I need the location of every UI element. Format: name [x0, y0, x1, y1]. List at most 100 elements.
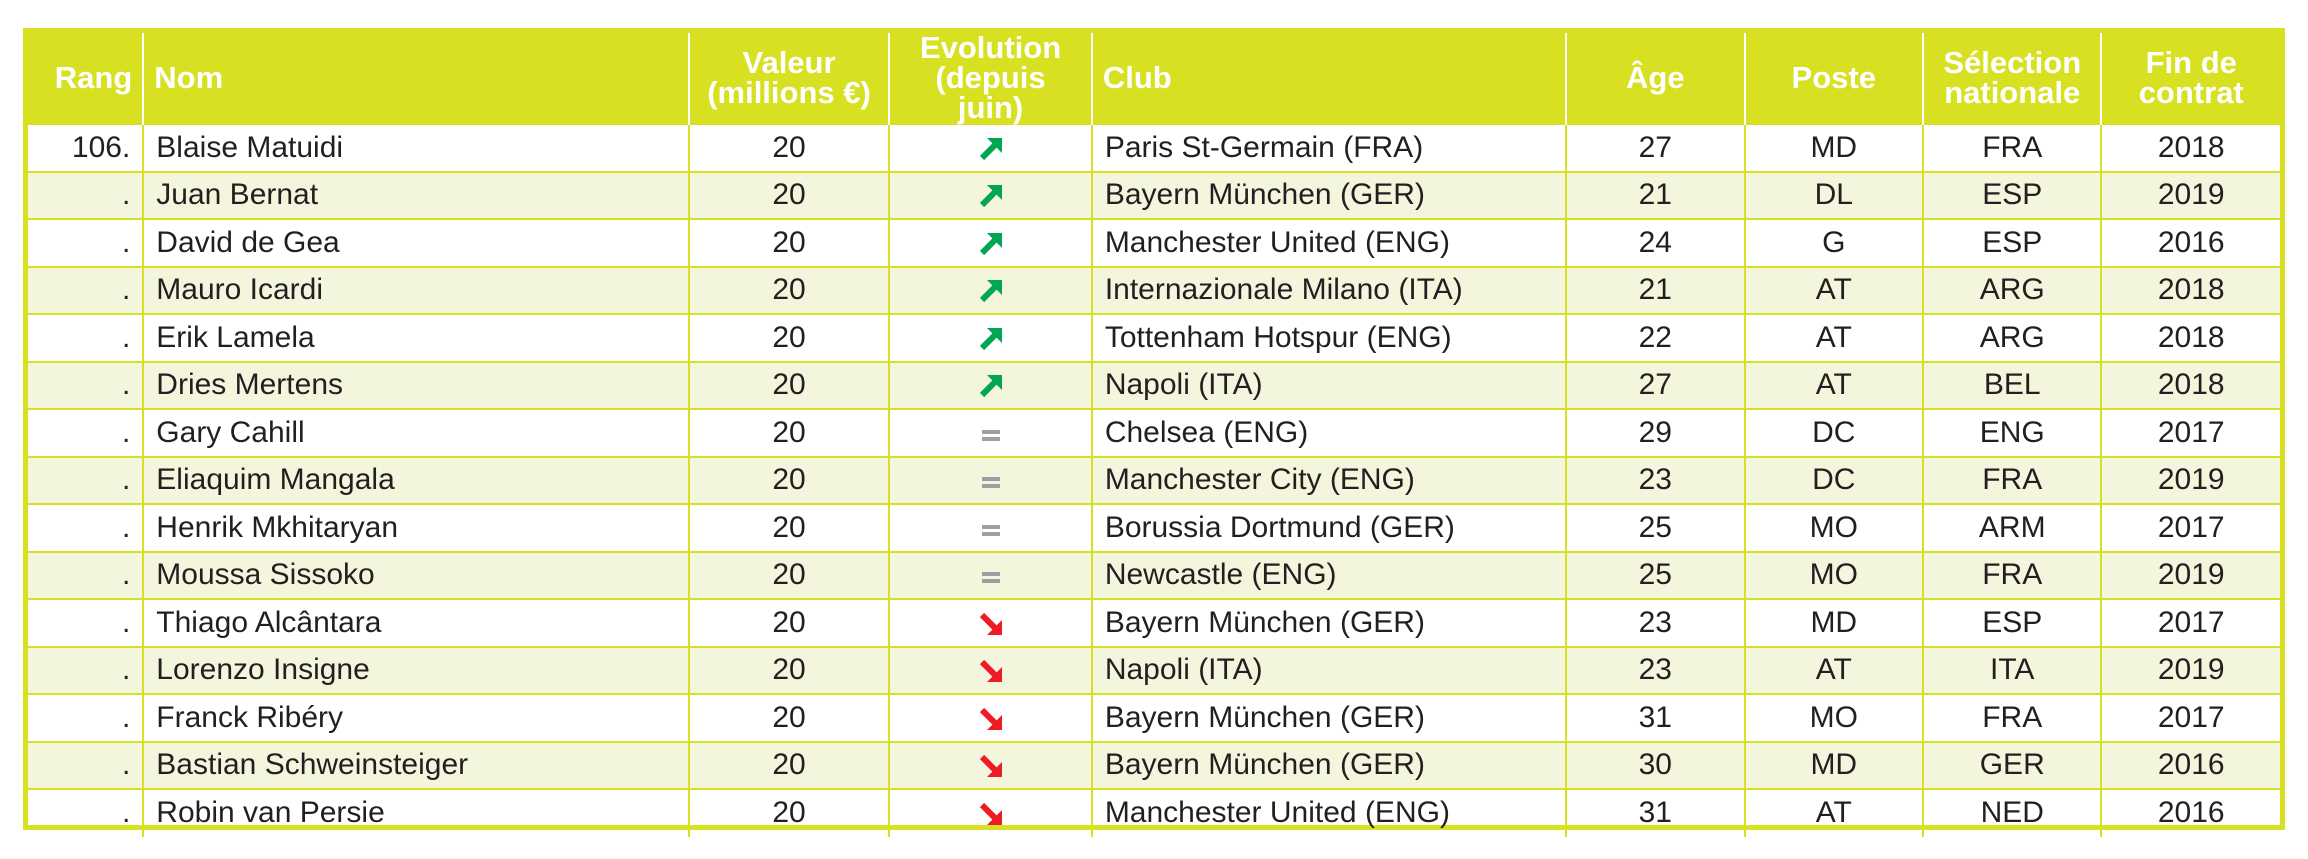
cell-poste: AT: [1743, 313, 1923, 362]
cell-rang: .: [28, 693, 144, 742]
cell-evolution: [888, 313, 1092, 362]
table-row: . Erik Lamela 20 Tottenham Hotspur (ENG) 22 A…: [28, 313, 2280, 362]
cell-selection: ARM: [1921, 503, 2102, 552]
cell-poste: DC: [1743, 408, 1923, 457]
cell-poste: MO: [1743, 693, 1923, 742]
cell-fin-contrat: 2018: [2100, 360, 2280, 409]
cell-age: 21: [1565, 265, 1745, 314]
equal-sign-icon: [981, 572, 1000, 584]
cell-club: Tottenham Hotspur (ENG): [1090, 313, 1567, 362]
table-row: . Eliaquim Mangala 20 Manchester City (ENG)…: [28, 455, 2280, 504]
cell-selection: ENG: [1921, 408, 2102, 457]
table-row: . Henrik Mkhitaryan 20 Borussia Dortmund (G…: [28, 503, 2280, 552]
cell-valeur: 20: [687, 360, 890, 409]
header-poste: Poste: [1743, 33, 1923, 124]
cell-rang: .: [28, 265, 144, 314]
cell-evolution: [888, 693, 1092, 742]
cell-poste: MO: [1743, 550, 1923, 599]
cell-club: Chelsea (ENG): [1090, 408, 1567, 457]
table-row: . Gary Cahill 20 Chelsea (ENG) 29 DC ENG 2017: [28, 408, 2280, 457]
arrow-down-right-icon: [979, 755, 1002, 778]
arrow-down-right-icon: [979, 612, 1002, 635]
cell-nom: Juan Bernat: [142, 170, 689, 219]
cell-nom: David de Gea: [142, 218, 689, 267]
cell-poste: MD: [1743, 740, 1923, 789]
cell-age: 23: [1565, 645, 1745, 694]
cell-nom: Thiago Alcântara: [142, 598, 689, 647]
cell-evolution: [888, 360, 1092, 409]
cell-fin-contrat: 2017: [2100, 598, 2280, 647]
cell-selection: NED: [1921, 788, 2102, 837]
cell-nom: Gary Cahill: [142, 408, 689, 457]
cell-valeur: 20: [687, 550, 890, 599]
cell-club: Bayern München (GER): [1090, 170, 1567, 219]
cell-selection: ARG: [1921, 313, 2102, 362]
cell-selection: FRA: [1921, 123, 2102, 172]
cell-age: 31: [1565, 788, 1745, 837]
cell-evolution: [888, 408, 1092, 457]
player-value-table: Rang Nom Valeur (millions €) Evolution (…: [28, 32, 2280, 837]
cell-rang: .: [28, 170, 144, 219]
arrow-up-right-icon: [979, 327, 1002, 350]
header-valeur: Valeur (millions €): [687, 33, 890, 124]
cell-evolution: [888, 788, 1092, 837]
cell-selection: FRA: [1921, 455, 2102, 504]
cell-valeur: 20: [687, 693, 890, 742]
cell-evolution: [888, 218, 1092, 267]
cell-rang: .: [28, 503, 144, 552]
cell-valeur: 20: [687, 123, 890, 172]
cell-age: 21: [1565, 170, 1745, 219]
cell-fin-contrat: 2018: [2100, 313, 2280, 362]
cell-rang: .: [28, 408, 144, 457]
cell-fin-contrat: 2017: [2100, 693, 2280, 742]
cell-nom: Henrik Mkhitaryan: [142, 503, 689, 552]
cell-age: 22: [1565, 313, 1745, 362]
table-row: . Mauro Icardi 20 Internazionale Milano (IT…: [28, 265, 2280, 314]
cell-rang: .: [28, 788, 144, 837]
cell-age: 25: [1565, 550, 1745, 599]
cell-valeur: 20: [687, 598, 890, 647]
cell-nom: Moussa Sissoko: [142, 550, 689, 599]
cell-nom: Blaise Matuidi: [142, 123, 689, 172]
cell-poste: AT: [1743, 788, 1923, 837]
arrow-down-right-icon: [979, 707, 1002, 730]
header-row: Rang Nom Valeur (millions €) Evolution (…: [28, 32, 2280, 124]
player-value-table-frame: Rang Nom Valeur (millions €) Evolution (…: [23, 28, 2285, 837]
cell-rang: .: [28, 645, 144, 694]
arrow-up-right-icon: [979, 280, 1002, 303]
cell-club: Paris St-Germain (FRA): [1090, 123, 1567, 172]
cell-age: 31: [1565, 693, 1745, 742]
cell-rang: .: [28, 218, 144, 267]
cell-fin-contrat: 2017: [2100, 408, 2280, 457]
arrow-up-right-icon: [979, 232, 1002, 255]
cell-evolution: [888, 123, 1092, 172]
table-row: . Juan Bernat 20 Bayern München (GER) 21 DL ES…: [28, 170, 2280, 219]
cell-rang: .: [28, 360, 144, 409]
cell-fin-contrat: 2016: [2100, 788, 2280, 837]
header-valeur-line1: Valeur: [742, 45, 836, 80]
cell-rang: .: [28, 740, 144, 789]
cell-valeur: 20: [687, 313, 890, 362]
cell-nom: Robin van Persie: [142, 788, 689, 837]
cell-rang: .: [28, 598, 144, 647]
cell-age: 27: [1565, 360, 1745, 409]
cell-club: Manchester United (ENG): [1090, 788, 1567, 837]
table-row: . Thiago Alcântara 20 Bayern München (GER) 2…: [28, 598, 2280, 647]
cell-selection: GER: [1921, 740, 2102, 789]
cell-age: 27: [1565, 123, 1745, 172]
cell-fin-contrat: 2019: [2100, 455, 2280, 504]
cell-poste: DC: [1743, 455, 1923, 504]
arrow-down-right-icon: [979, 803, 1002, 826]
cell-fin-contrat: 2019: [2100, 550, 2280, 599]
cell-valeur: 20: [687, 455, 890, 504]
cell-poste: MD: [1743, 598, 1923, 647]
cell-nom: Erik Lamela: [142, 313, 689, 362]
cell-club: Napoli (ITA): [1090, 645, 1567, 694]
cell-club: Bayern München (GER): [1090, 740, 1567, 789]
cell-poste: MO: [1743, 503, 1923, 552]
cell-valeur: 20: [687, 218, 890, 267]
cell-selection: BEL: [1921, 360, 2102, 409]
cell-evolution: [888, 740, 1092, 789]
cell-evolution: [888, 598, 1092, 647]
cell-club: Bayern München (GER): [1090, 693, 1567, 742]
